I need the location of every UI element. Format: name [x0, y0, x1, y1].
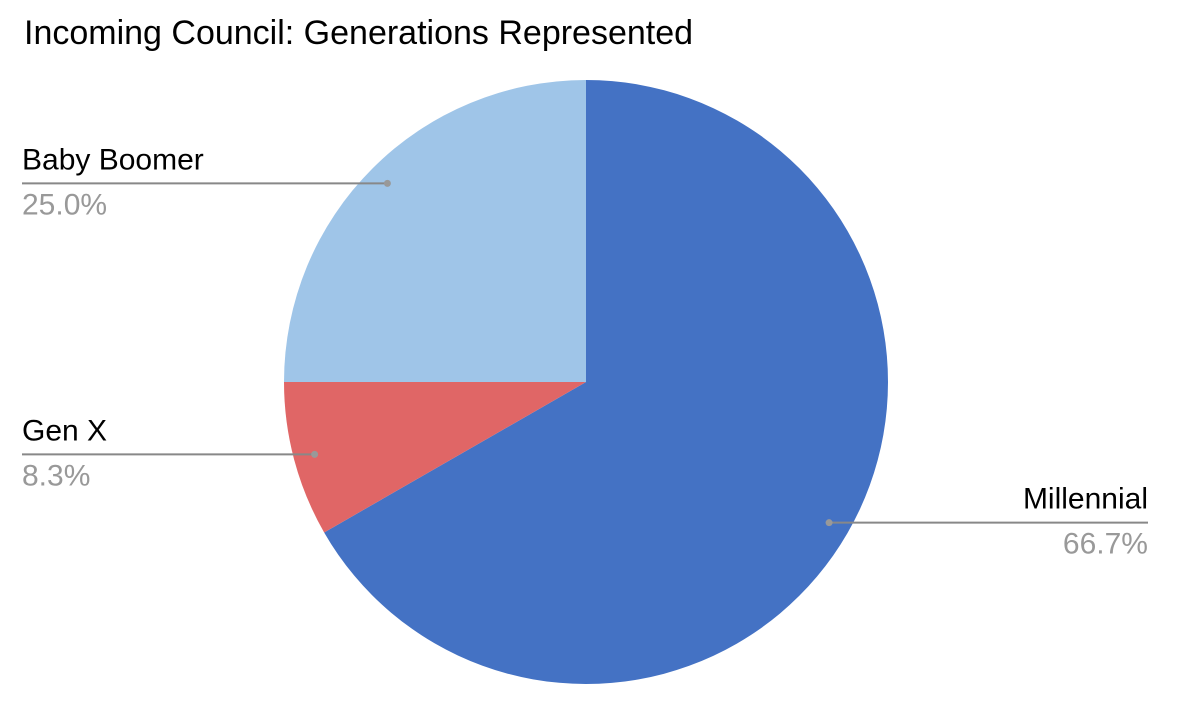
leader-dot	[383, 179, 391, 187]
chart-title: Incoming Council: Generations Represente…	[24, 14, 693, 52]
slice-label: Baby Boomer	[22, 143, 204, 176]
pie-slice	[284, 80, 586, 382]
pie-slice	[284, 382, 586, 533]
slice-value-label: 25.0%	[22, 188, 107, 221]
slice-value-label: 66.7%	[1063, 528, 1148, 561]
slice-label: Millennial	[1023, 483, 1148, 516]
pie-slice	[324, 80, 889, 684]
leader-dot	[825, 519, 833, 527]
slice-label: Gen X	[22, 414, 107, 447]
slice-value-label: 8.3%	[22, 459, 90, 492]
leader-dot	[311, 450, 319, 458]
